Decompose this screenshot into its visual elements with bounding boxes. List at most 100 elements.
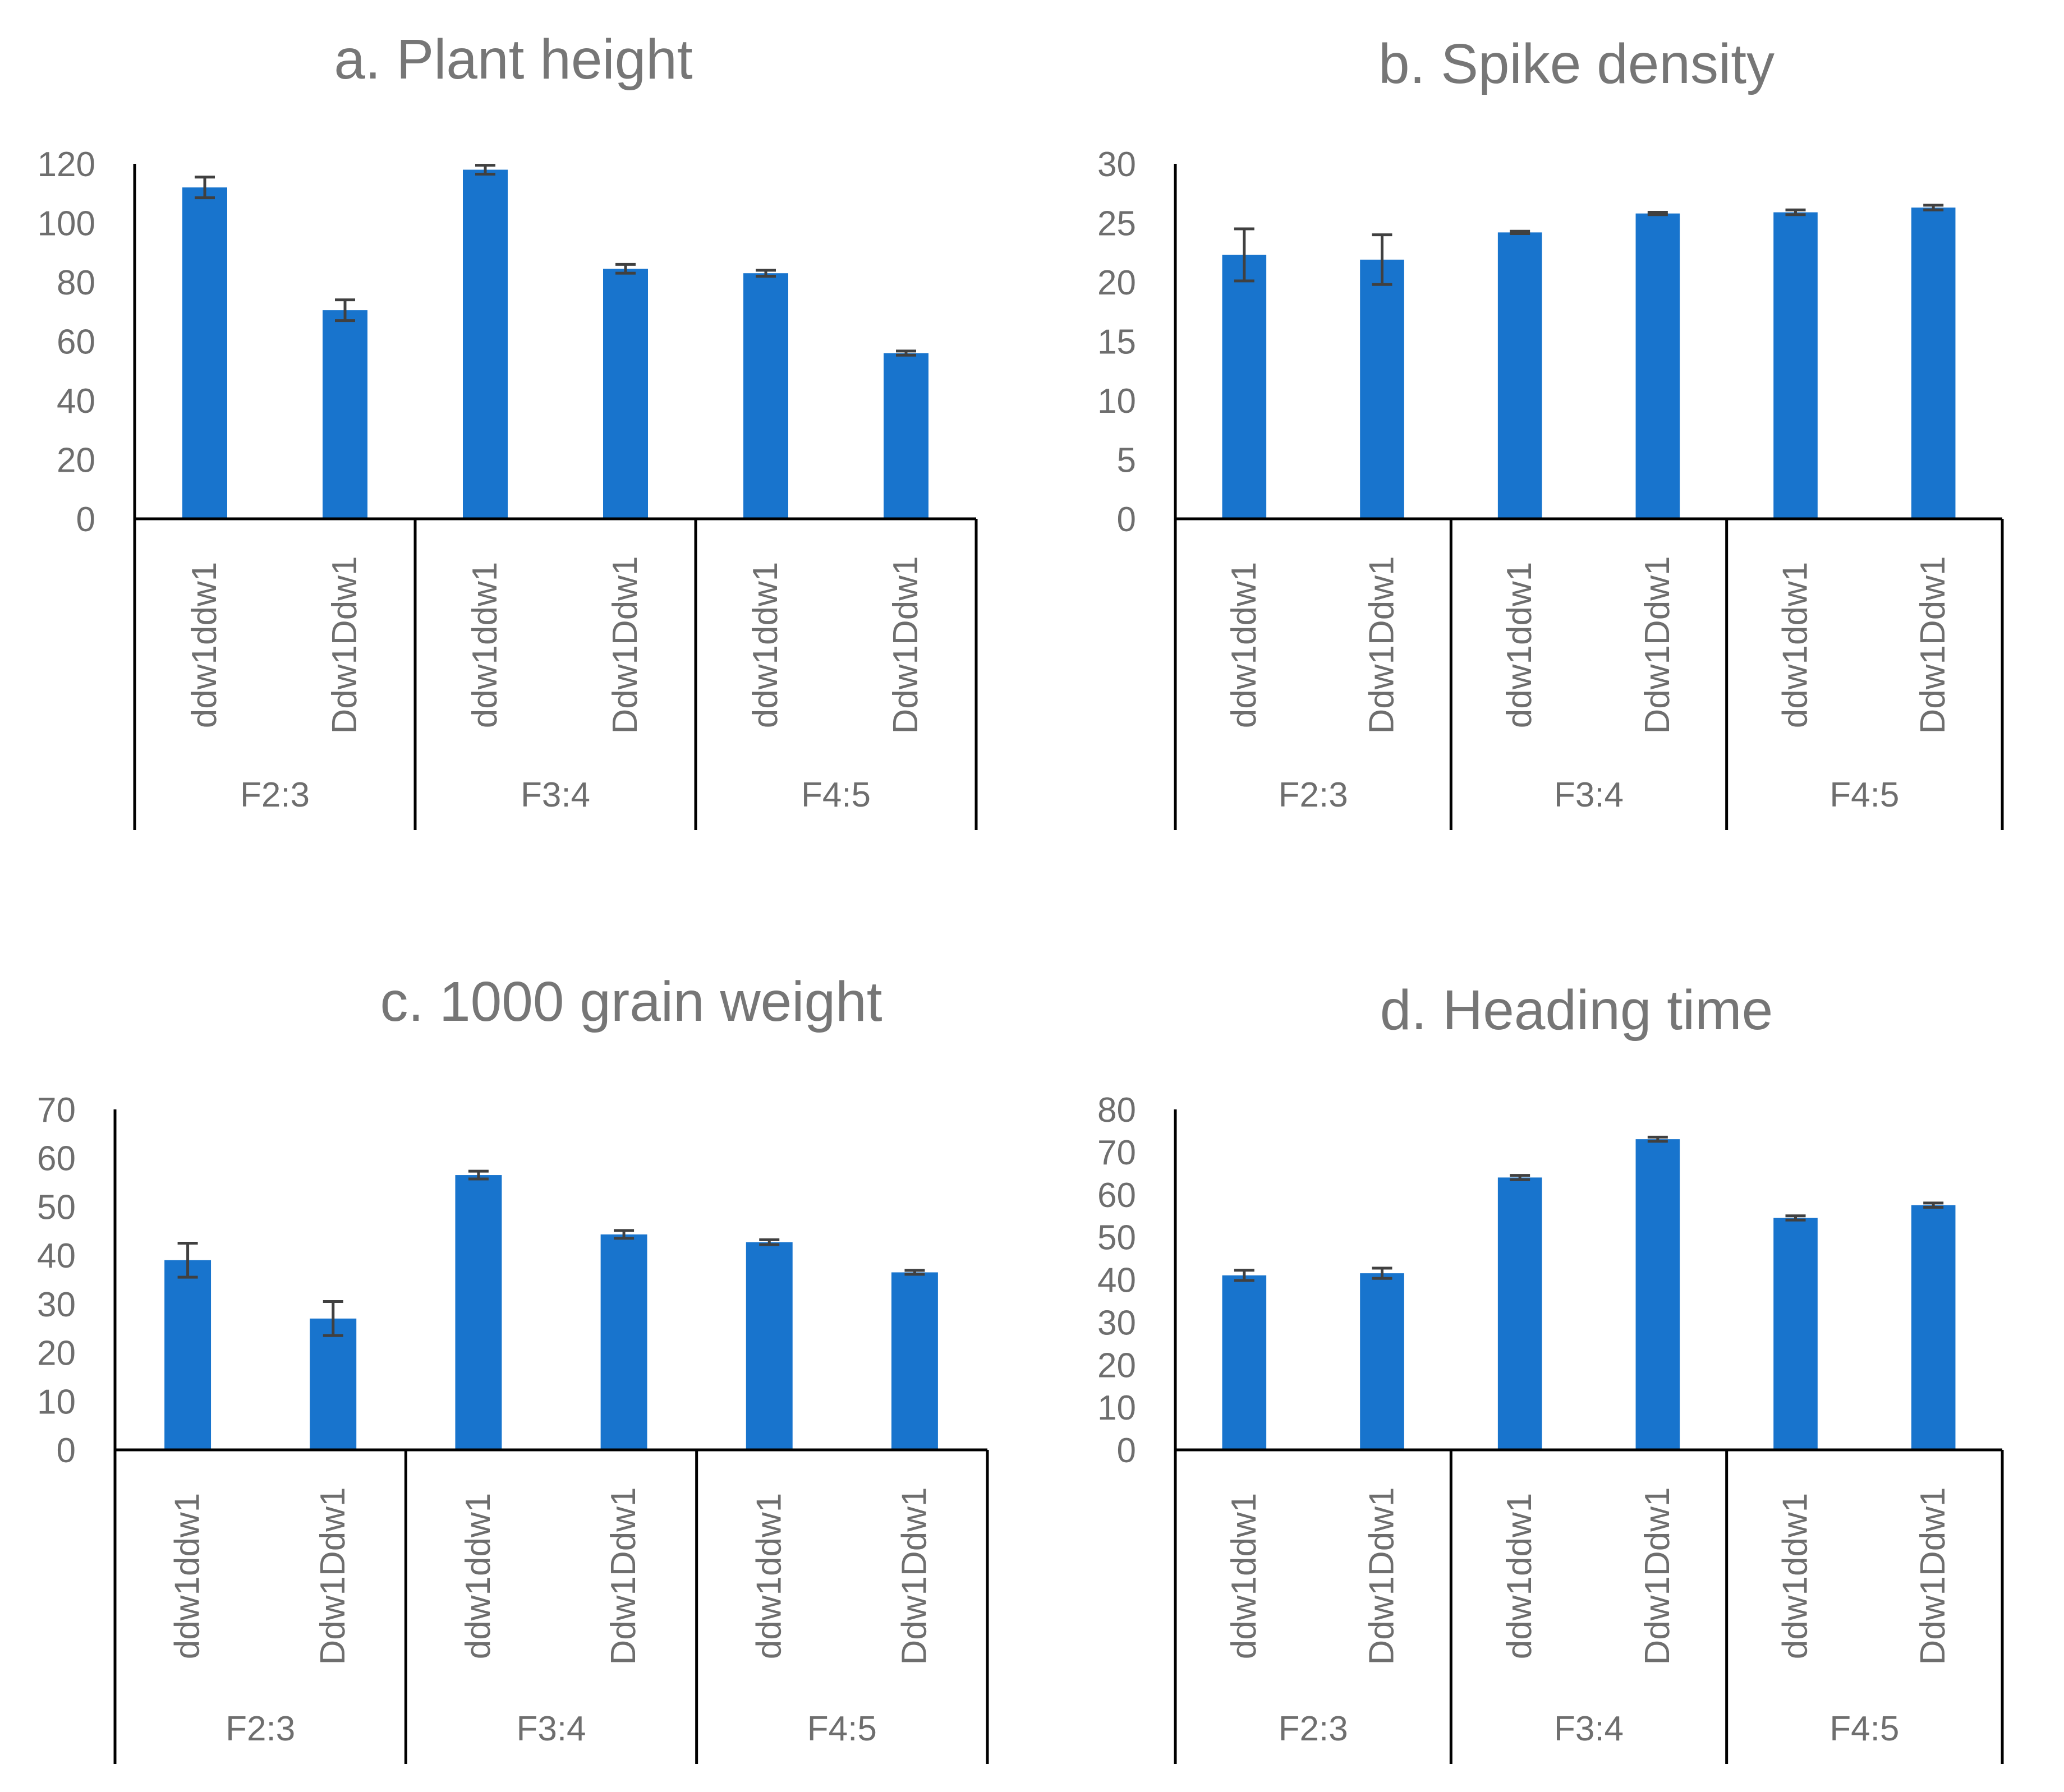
category-label: ddw1ddw1 [459,1493,498,1659]
y-tick-label: 70 [37,1091,76,1130]
y-tick-label: 20 [1097,1346,1136,1385]
category-label: ddw1ddw1 [1500,562,1539,728]
bar [1497,1177,1542,1450]
chart-panel-2: b. Spike density 0 5 10 15 20 25 30 ddw1ddw1 Ddw1… [1097,33,2004,830]
bar [323,310,367,519]
group-label: F4:5 [1829,1710,1899,1748]
y-tick-label: 0 [1117,1431,1136,1470]
y-tick-label: 80 [57,264,95,302]
bar [884,353,928,519]
chart-panel-1: a. Plant height 0 20 40 60 80 100 120 ddw1ddw1 Dd… [38,28,978,830]
y-tick-label: 60 [37,1140,76,1178]
bar [310,1318,357,1450]
bar [1222,1275,1267,1450]
bar [1360,259,1404,519]
y-tick-label: 60 [1097,1176,1136,1215]
bar [743,273,788,519]
chart-title: d. Heading time [1380,979,1773,1042]
category-label: Ddw1Ddw1 [1363,556,1401,734]
category-label: ddw1ddw1 [1776,562,1815,728]
y-tick-label: 40 [57,382,95,421]
chart-title: c. 1000 grain weight [380,970,882,1033]
y-tick-label: 50 [1097,1219,1136,1257]
bar [455,1175,502,1450]
category-label: Ddw1Ddw1 [606,556,645,734]
bar [463,169,508,519]
y-tick-label: 15 [1097,323,1136,362]
bar [600,1234,647,1450]
bar [1497,232,1542,519]
group-label: F2:3 [226,1710,295,1748]
group-label: F3:4 [1554,776,1624,814]
category-label: Ddw1Ddw1 [1638,1487,1677,1665]
bar [182,187,227,519]
category-label: Ddw1Ddw1 [1363,1487,1401,1665]
bar [1911,208,1956,519]
category-label: ddw1ddw1 [746,562,785,728]
group-label: F2:3 [240,776,310,814]
group-label: F3:4 [1554,1710,1624,1748]
category-label: Ddw1Ddw1 [895,1487,934,1665]
group-label: F3:4 [516,1710,586,1748]
category-label: Ddw1Ddw1 [1914,556,1952,734]
category-label: Ddw1Ddw1 [604,1487,643,1665]
y-tick-label: 40 [37,1237,76,1275]
category-label: ddw1ddw1 [1500,1493,1539,1659]
category-label: Ddw1Ddw1 [1638,556,1677,734]
y-tick-label: 10 [1097,1389,1136,1427]
y-tick-label: 10 [1097,382,1136,421]
y-tick-label: 70 [1097,1134,1136,1172]
category-label: ddw1ddw1 [168,1493,207,1659]
group-label: F3:4 [521,776,590,814]
group-label: F2:3 [1279,1710,1348,1748]
bar [1360,1273,1404,1450]
category-label: ddw1ddw1 [1776,1493,1815,1659]
y-tick-label: 60 [57,323,95,362]
bar [1635,213,1680,519]
y-tick-label: 30 [1097,1303,1136,1342]
category-label: Ddw1Ddw1 [1914,1487,1952,1665]
y-tick-label: 50 [37,1188,76,1227]
y-tick-label: 120 [38,145,95,184]
y-tick-label: 25 [1097,205,1136,243]
category-label: ddw1ddw1 [1225,1493,1263,1659]
bar [1911,1205,1956,1450]
chart-title: b. Spike density [1378,33,1775,95]
bar [1635,1139,1680,1450]
bar [603,269,648,519]
group-label: F4:5 [1829,776,1899,814]
category-label: ddw1ddw1 [1225,562,1263,728]
bar [1773,212,1818,519]
y-tick-label: 0 [76,500,95,539]
y-tick-label: 0 [1117,500,1136,539]
chart-panel-3: c. 1000 grain weight 0 10 20 30 40 50 60 70 ddw1d… [37,970,989,1764]
y-tick-label: 20 [57,441,95,480]
bar [164,1260,212,1450]
bar [746,1242,793,1450]
y-tick-label: 100 [38,205,95,243]
category-label: Ddw1Ddw1 [325,556,364,734]
category-label: ddw1ddw1 [185,562,224,728]
y-tick-label: 30 [1097,145,1136,184]
category-label: ddw1ddw1 [466,562,504,728]
group-label: F2:3 [1279,776,1348,814]
y-tick-label: 20 [37,1334,76,1373]
y-tick-label: 20 [1097,264,1136,302]
y-tick-label: 5 [1117,441,1136,480]
bar [891,1272,938,1450]
group-label: F4:5 [807,1710,877,1748]
y-tick-label: 10 [37,1383,76,1421]
chart-title: a. Plant height [334,28,693,91]
bar [1773,1218,1818,1450]
category-label: Ddw1Ddw1 [886,556,925,734]
group-label: F4:5 [801,776,871,814]
category-label: ddw1ddw1 [750,1493,788,1659]
bar [1222,255,1267,519]
category-label: Ddw1Ddw1 [314,1487,352,1665]
y-tick-label: 30 [37,1286,76,1324]
y-tick-label: 0 [57,1431,76,1470]
y-tick-label: 80 [1097,1091,1136,1130]
y-tick-label: 40 [1097,1261,1136,1300]
